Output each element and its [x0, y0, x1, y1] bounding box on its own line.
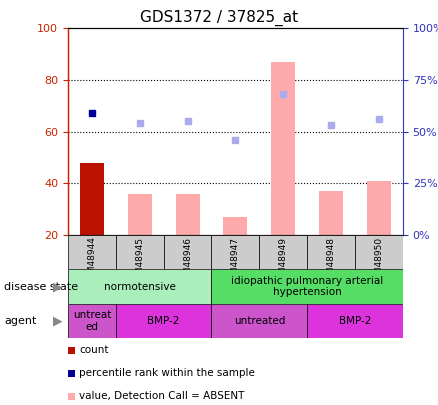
Text: agent: agent: [4, 316, 37, 326]
Bar: [68, 235, 116, 269]
Text: value, Detection Call = ABSENT: value, Detection Call = ABSENT: [79, 392, 245, 401]
Bar: [271, 62, 295, 235]
Text: GSM48944: GSM48944: [87, 237, 96, 286]
Bar: [319, 191, 343, 235]
Bar: [367, 181, 391, 235]
Text: count: count: [79, 345, 109, 355]
Text: normotensive: normotensive: [104, 281, 176, 292]
Bar: [212, 269, 403, 304]
Text: ▶: ▶: [53, 280, 63, 293]
Bar: [128, 194, 152, 235]
Bar: [212, 235, 259, 269]
Bar: [176, 194, 200, 235]
Text: GSM48948: GSM48948: [327, 237, 336, 286]
Bar: [223, 217, 247, 235]
Bar: [116, 235, 164, 269]
Bar: [68, 304, 116, 338]
Text: ▶: ▶: [53, 314, 63, 328]
Text: idiopathic pulmonary arterial
hypertension: idiopathic pulmonary arterial hypertensi…: [231, 276, 383, 297]
Bar: [164, 235, 212, 269]
Bar: [307, 235, 355, 269]
Bar: [68, 269, 212, 304]
Text: BMP-2: BMP-2: [148, 316, 180, 326]
Text: BMP-2: BMP-2: [339, 316, 371, 326]
Bar: [355, 235, 403, 269]
Bar: [307, 304, 403, 338]
Text: untreated: untreated: [233, 316, 285, 326]
Text: GDS1372 / 37825_at: GDS1372 / 37825_at: [140, 10, 298, 26]
Text: GSM48945: GSM48945: [135, 237, 144, 286]
Bar: [212, 304, 307, 338]
Bar: [259, 235, 307, 269]
Bar: [80, 162, 104, 235]
Text: disease state: disease state: [4, 281, 78, 292]
Text: untreat
ed: untreat ed: [73, 310, 111, 332]
Text: percentile rank within the sample: percentile rank within the sample: [79, 369, 255, 378]
Text: GSM48950: GSM48950: [374, 237, 384, 286]
Bar: [116, 304, 212, 338]
Text: GSM48946: GSM48946: [183, 237, 192, 286]
Text: GSM48947: GSM48947: [231, 237, 240, 286]
Text: GSM48949: GSM48949: [279, 237, 288, 286]
